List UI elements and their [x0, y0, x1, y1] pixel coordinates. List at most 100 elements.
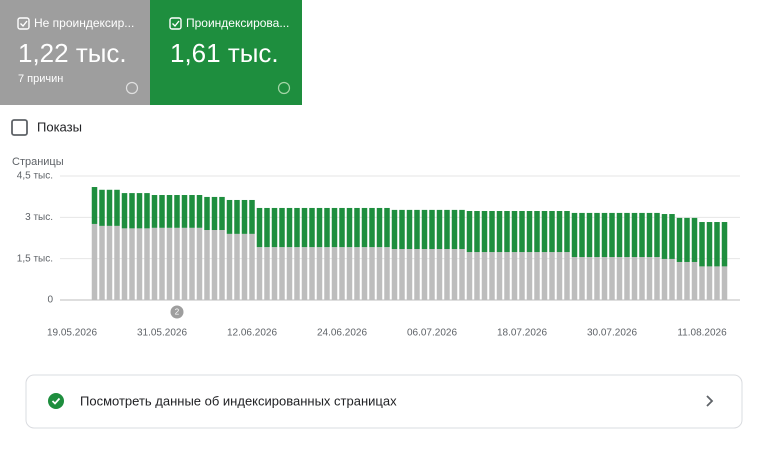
card-title: Проиндексирова...	[186, 16, 289, 30]
bar	[354, 247, 360, 300]
bar	[279, 207, 285, 248]
x-tick-label: 24.06.2026	[317, 328, 367, 339]
bar	[181, 195, 188, 228]
bar	[489, 210, 495, 253]
bar	[151, 227, 158, 300]
status-icon	[48, 393, 64, 409]
bar	[451, 249, 458, 300]
bar	[384, 207, 390, 248]
help-icon[interactable]	[125, 81, 139, 95]
bar	[406, 209, 413, 250]
y-tick-label: 1,5 тыс.	[17, 253, 53, 264]
bar	[631, 212, 638, 258]
bar	[166, 195, 173, 228]
y-tick-label: 3 тыс.	[25, 212, 53, 223]
bar	[466, 210, 473, 253]
bar	[564, 210, 570, 253]
x-tick-label: 12.06.2026	[227, 328, 277, 339]
bar	[136, 228, 143, 300]
checkbox-label[interactable]: Показы	[37, 119, 82, 134]
bar	[421, 209, 428, 250]
bar	[706, 222, 713, 267]
bar	[571, 257, 578, 300]
bar	[654, 257, 660, 300]
bar	[151, 195, 158, 228]
bar	[474, 210, 480, 253]
checkbox[interactable]	[11, 119, 28, 136]
bar	[444, 249, 450, 300]
bar	[204, 196, 210, 231]
bar	[534, 210, 540, 253]
bar	[301, 247, 308, 300]
bar	[294, 247, 300, 300]
help-icon[interactable]	[277, 81, 291, 95]
bar	[144, 228, 150, 300]
bar	[91, 223, 98, 300]
bar	[331, 207, 338, 248]
bar	[676, 217, 683, 262]
bar	[496, 252, 503, 300]
annotation-marker	[170, 305, 184, 319]
bar	[226, 199, 233, 234]
bar	[159, 227, 165, 300]
bar	[249, 233, 255, 300]
bar	[549, 210, 555, 253]
bar	[639, 257, 645, 300]
bar	[436, 249, 443, 300]
bar	[616, 212, 623, 258]
bar	[541, 252, 548, 300]
bar	[324, 247, 330, 300]
bar	[391, 209, 398, 250]
bar	[459, 249, 465, 300]
bar	[271, 247, 278, 300]
bar	[361, 207, 368, 248]
bar	[511, 252, 518, 300]
bar	[564, 252, 570, 300]
bar	[556, 252, 563, 300]
bar	[579, 257, 585, 300]
bar	[421, 249, 428, 300]
bar	[121, 193, 128, 229]
x-tick-label: 19.05.2026	[47, 328, 97, 339]
x-tick-label: 31.05.2026	[137, 328, 187, 339]
card-value: 1,61 тыс.	[170, 38, 279, 68]
link-text[interactable]: Посмотреть данные об индексированных стр…	[80, 393, 397, 408]
link-card[interactable]	[25, 374, 743, 429]
bar	[234, 233, 240, 300]
bar	[189, 227, 195, 300]
bar	[616, 257, 623, 300]
bar	[714, 266, 720, 300]
bar	[684, 261, 690, 300]
bar	[624, 212, 630, 258]
bar	[609, 212, 615, 258]
bar	[496, 210, 503, 253]
bar	[339, 207, 345, 248]
bar	[114, 225, 120, 300]
bar	[721, 266, 728, 300]
y-tick-label: 0	[47, 295, 53, 306]
y-tick-label: 4,5 тыс.	[17, 171, 53, 182]
chevron[interactable]	[706, 395, 714, 407]
bar	[541, 210, 548, 253]
card-checkbox[interactable]	[169, 17, 182, 30]
bar	[676, 261, 683, 300]
bar	[436, 209, 443, 250]
bar	[159, 195, 165, 228]
bar	[661, 258, 668, 300]
bar	[481, 252, 488, 300]
card-checkbox[interactable]	[17, 17, 30, 30]
bar	[406, 249, 413, 300]
bar	[346, 247, 353, 300]
bar	[601, 212, 608, 258]
x-tick-label: 30.07.2026	[587, 328, 637, 339]
bar	[129, 193, 135, 229]
bar	[211, 230, 218, 300]
bar	[556, 210, 563, 253]
bar	[414, 249, 420, 300]
bar	[706, 266, 713, 300]
bar	[714, 222, 720, 267]
bar	[91, 187, 98, 224]
bar	[174, 195, 180, 228]
